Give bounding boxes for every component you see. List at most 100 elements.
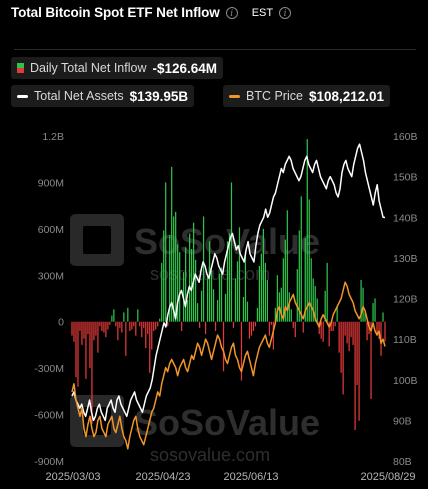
flow-bar [127,307,129,322]
flow-bar [334,321,336,327]
right-axis-tick: 100B [393,375,418,387]
flow-bar [244,255,247,322]
x-axis-tick: 2025/08/29 [360,471,415,483]
flow-bar [139,321,141,327]
flow-bar [260,253,263,322]
flow-bar [179,252,181,322]
flow-bar [364,312,366,322]
flow-bar [268,321,270,336]
flow-bar [332,321,334,331]
legend-btc-price[interactable]: BTC Price $108,212.01 [223,85,391,107]
flow-bar [181,321,183,331]
flow-bar [330,321,332,331]
legend-assets-value: $139.95B [129,88,189,104]
flow-bar [352,321,354,345]
flow-bar [107,321,109,330]
flow-bar [306,139,308,322]
legend-daily-value: -$126.64M [152,60,218,76]
flow-bar [167,321,169,327]
flow-bar [137,309,139,322]
flow-bar [384,321,386,342]
flow-bar [135,321,137,336]
flow-bar [300,196,302,322]
right-axis-tick: 140B [393,212,418,224]
left-axis-tick: 1.2B [42,131,64,143]
flow-bar [298,230,300,322]
watermark-logo-icon [70,214,124,266]
left-axis-tick: -300M [34,363,64,375]
total-net-assets-line [71,143,386,422]
flow-bar [266,279,268,322]
flow-bar [316,298,318,322]
flow-bar [101,321,103,331]
flow-bar [256,307,259,322]
flow-bar [200,290,203,322]
flow-bar [204,321,207,335]
flow-bar [348,321,350,352]
flow-bar [202,216,205,322]
flow-bar [338,321,340,353]
right-axis-tick: 160B [393,131,418,143]
flow-bar [177,244,179,322]
x-axis-tick: 2025/03/03 [45,471,100,483]
flow-bar [95,321,97,336]
flow-bar [270,321,272,325]
flow-bar [173,216,175,322]
flow-bar [71,321,73,336]
flow-bar [356,321,358,386]
flow-bar [79,321,81,331]
flow-bar [155,321,157,330]
flow-bar [250,321,253,336]
info-icon[interactable]: i [225,6,238,19]
flow-bar [191,248,193,322]
flow-bar [161,262,163,322]
timezone-info-icon[interactable]: i [279,6,292,19]
flow-bar [103,321,105,333]
flow-bar [125,321,127,356]
flow-bar [159,318,161,322]
series-lines [71,143,386,450]
etf-flow-chart[interactable]: SoSoValuesosovalue.comSoSoValuesosovalue… [0,120,428,489]
flow-bar [149,321,151,373]
flow-bar [322,321,324,342]
legend-total-net-assets[interactable]: Total Net Assets $139.95B [11,85,195,107]
flow-bar [254,321,257,327]
flow-bar [129,321,131,331]
flow-bar [87,321,89,335]
flow-bar [185,247,187,322]
flow-bar [189,233,191,322]
flow-bar [308,199,310,322]
flow-bar [206,275,209,322]
flow-bar [109,321,111,325]
flow-bar [224,293,227,322]
flow-bar [77,321,79,387]
legend-btc-value: $108,212.01 [308,88,385,104]
flow-bar [370,321,372,400]
flow-bar [282,258,284,322]
flow-bar [288,292,290,322]
left-axis-tick: 0 [58,317,64,329]
flow-bar [374,298,376,322]
right-axis-tick: 80B [393,456,412,468]
flow-bar [187,300,189,322]
legend-daily-inflow[interactable]: Daily Total Net Inflow -$126.64M [11,57,224,79]
flow-bar [276,275,278,322]
flow-bar [318,321,320,335]
flow-bar [226,241,229,322]
flow-bar [115,321,117,327]
flow-bar [198,321,201,328]
left-axis-tick: -600M [34,410,64,422]
right-axis-tick: 110B [393,334,417,346]
flow-bar [75,321,77,378]
flow-bar [230,182,233,322]
flow-bar [97,321,99,353]
flow-bar [252,321,255,331]
flow-bar [272,321,274,350]
flow-bar [326,262,328,322]
flow-bar [81,321,83,345]
flow-bar [340,321,342,373]
flow-bar [292,321,294,328]
flow-bar [171,166,173,322]
flow-bar [350,321,352,338]
